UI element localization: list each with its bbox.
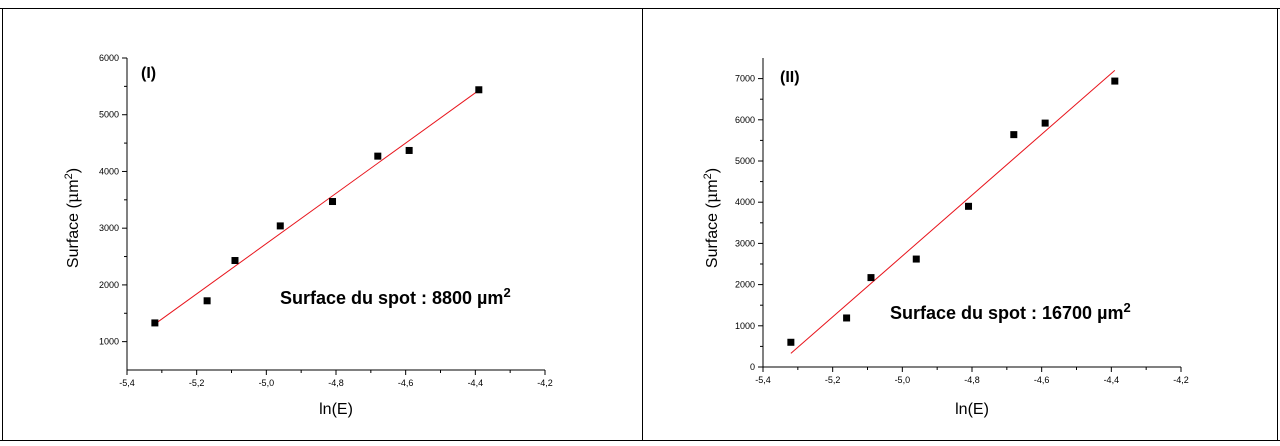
annotation-superscript: 2 bbox=[503, 285, 510, 300]
panel-label: (I) bbox=[141, 65, 156, 82]
data-point bbox=[374, 152, 382, 160]
data-point bbox=[276, 222, 284, 230]
data-point bbox=[1111, 77, 1119, 85]
chart-panel-i: -5,4 -5,2 -5,0 -4,8 -4,6 -4,4 -4,2 1000 2000 3000… bbox=[63, 53, 553, 418]
data-point bbox=[329, 198, 337, 206]
x-tick-label: -5,2 bbox=[825, 375, 841, 385]
y-axis-title-superscript: 2 bbox=[63, 173, 75, 179]
y-tick-label: 5000 bbox=[735, 156, 755, 166]
x-tick-label: -4,2 bbox=[1173, 375, 1189, 385]
y-tick-label: 2000 bbox=[735, 280, 755, 290]
y-tick-label: 4000 bbox=[735, 197, 755, 207]
x-tick-label: -4,6 bbox=[398, 378, 414, 388]
spot-surface-annotation: Surface du spot : 8800 µm2 bbox=[280, 285, 511, 308]
chart-panel-ii: -5,4 -5,2 -5,0 -4,8 -4,6 -4,4 -4,2 0 1000 2000 300… bbox=[702, 58, 1189, 418]
y-axis-title-mu: μ bbox=[63, 193, 82, 203]
y-tick-label: 7000 bbox=[735, 74, 755, 84]
x-tick-label: -5,0 bbox=[259, 378, 275, 388]
data-point bbox=[231, 257, 239, 265]
x-tick-label: -4,4 bbox=[468, 378, 484, 388]
data-point bbox=[1041, 119, 1049, 127]
spot-surface-annotation: Surface du spot : 16700 µm2 bbox=[890, 300, 1131, 323]
y-tick-label: 3000 bbox=[99, 223, 119, 233]
x-tick-label: -4,8 bbox=[964, 375, 980, 385]
x-tick-label: -4,6 bbox=[1034, 375, 1050, 385]
y-tick-label: 4000 bbox=[99, 166, 119, 176]
x-tick-label: -4,4 bbox=[1104, 375, 1120, 385]
y-tick-label: 5000 bbox=[99, 110, 119, 120]
data-point bbox=[912, 255, 920, 263]
x-tick-label: -5,4 bbox=[755, 375, 771, 385]
y-axis-title-mu: μ bbox=[702, 193, 721, 203]
y-axis-title-superscript: 2 bbox=[702, 173, 714, 179]
fit-line bbox=[154, 89, 480, 325]
panel-label: (II) bbox=[780, 69, 800, 86]
y-axis-title: Surface (μm2) bbox=[702, 168, 721, 268]
data-point bbox=[867, 274, 875, 282]
data-point bbox=[405, 146, 413, 154]
y-axis-title: Surface (μm2) bbox=[63, 168, 82, 268]
data-point bbox=[1010, 131, 1018, 139]
y-tick-label: 3000 bbox=[735, 238, 755, 248]
x-tick-label: -5,4 bbox=[119, 378, 135, 388]
y-axis-title-close: ) bbox=[704, 168, 721, 173]
y-tick-label: 1000 bbox=[735, 321, 755, 331]
fit-line bbox=[790, 69, 1116, 354]
x-tick-label: -4,2 bbox=[537, 378, 553, 388]
data-point bbox=[843, 314, 851, 322]
data-point bbox=[151, 319, 159, 327]
y-tick-label: 6000 bbox=[99, 53, 119, 63]
data-point bbox=[965, 202, 973, 210]
x-axis-title: ln(E) bbox=[319, 401, 353, 418]
x-tick-label: -5,0 bbox=[895, 375, 911, 385]
x-tick-label: -5,2 bbox=[189, 378, 205, 388]
y-tick-label: 6000 bbox=[735, 115, 755, 125]
y-axis-title-unit: m bbox=[65, 179, 82, 192]
y-tick-label: 2000 bbox=[99, 280, 119, 290]
y-axis-title-unit: m bbox=[704, 179, 721, 192]
x-axis-title: ln(E) bbox=[955, 401, 989, 418]
data-point bbox=[787, 338, 795, 346]
data-point bbox=[203, 297, 211, 305]
annotation-superscript: 2 bbox=[1123, 300, 1130, 315]
y-axis-title-close: ) bbox=[65, 168, 82, 173]
data-point bbox=[475, 86, 483, 94]
y-tick-label: 1000 bbox=[99, 337, 119, 347]
x-tick-label: -4,8 bbox=[328, 378, 344, 388]
y-tick-label: 0 bbox=[750, 362, 755, 372]
